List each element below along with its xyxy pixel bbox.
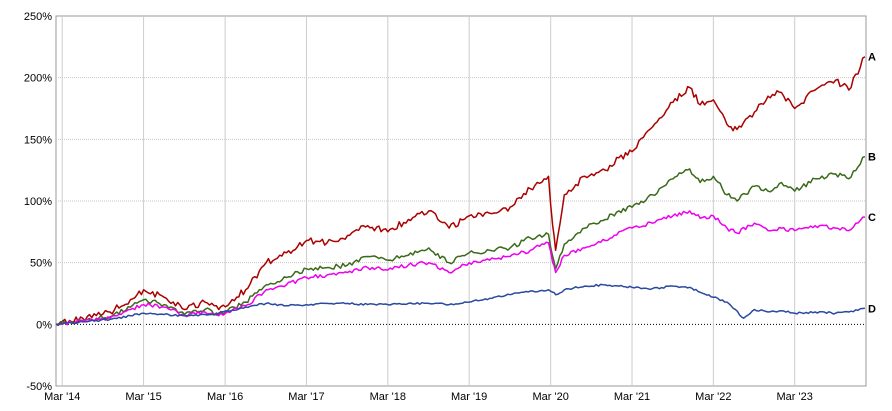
series-labels: A B C D (868, 52, 876, 316)
x-tick-label: Mar '15 (125, 391, 161, 403)
axis-ticks: -50% 0% 50% 100% 150% 200% 250% Mar '14 Mar '15 M… (24, 11, 813, 403)
x-tick-label: Mar '14 (44, 391, 80, 403)
x-tick-label: Mar '20 (533, 391, 569, 403)
y-tick-label: 0% (36, 319, 52, 331)
y-tick-label: 200% (24, 73, 52, 85)
series-label-a: A (868, 52, 876, 64)
series-label-c: C (868, 212, 876, 224)
series-label-b: B (868, 152, 876, 164)
series-label-d: D (868, 303, 876, 315)
series-line-a (55, 56, 866, 327)
series-line-c (55, 210, 865, 326)
x-tick-label: Mar '17 (288, 391, 324, 403)
x-tick-label: Mar '18 (370, 391, 406, 403)
series-line-d (55, 283, 865, 326)
y-tick-label: 150% (24, 134, 52, 146)
y-tick-label: 100% (24, 196, 52, 208)
x-tick-label: Mar '22 (695, 391, 731, 403)
x-tick-label: Mar '19 (451, 391, 487, 403)
y-tick-label: 250% (24, 11, 52, 23)
x-tick-label: Mar '16 (207, 391, 243, 403)
y-tick-label: 50% (30, 258, 52, 270)
series-lines (55, 56, 866, 327)
x-tick-label: Mar '21 (614, 391, 650, 403)
series-line-b (55, 155, 866, 326)
x-tick-label: Mar '23 (777, 391, 813, 403)
y-tick-label: -50% (26, 381, 52, 393)
